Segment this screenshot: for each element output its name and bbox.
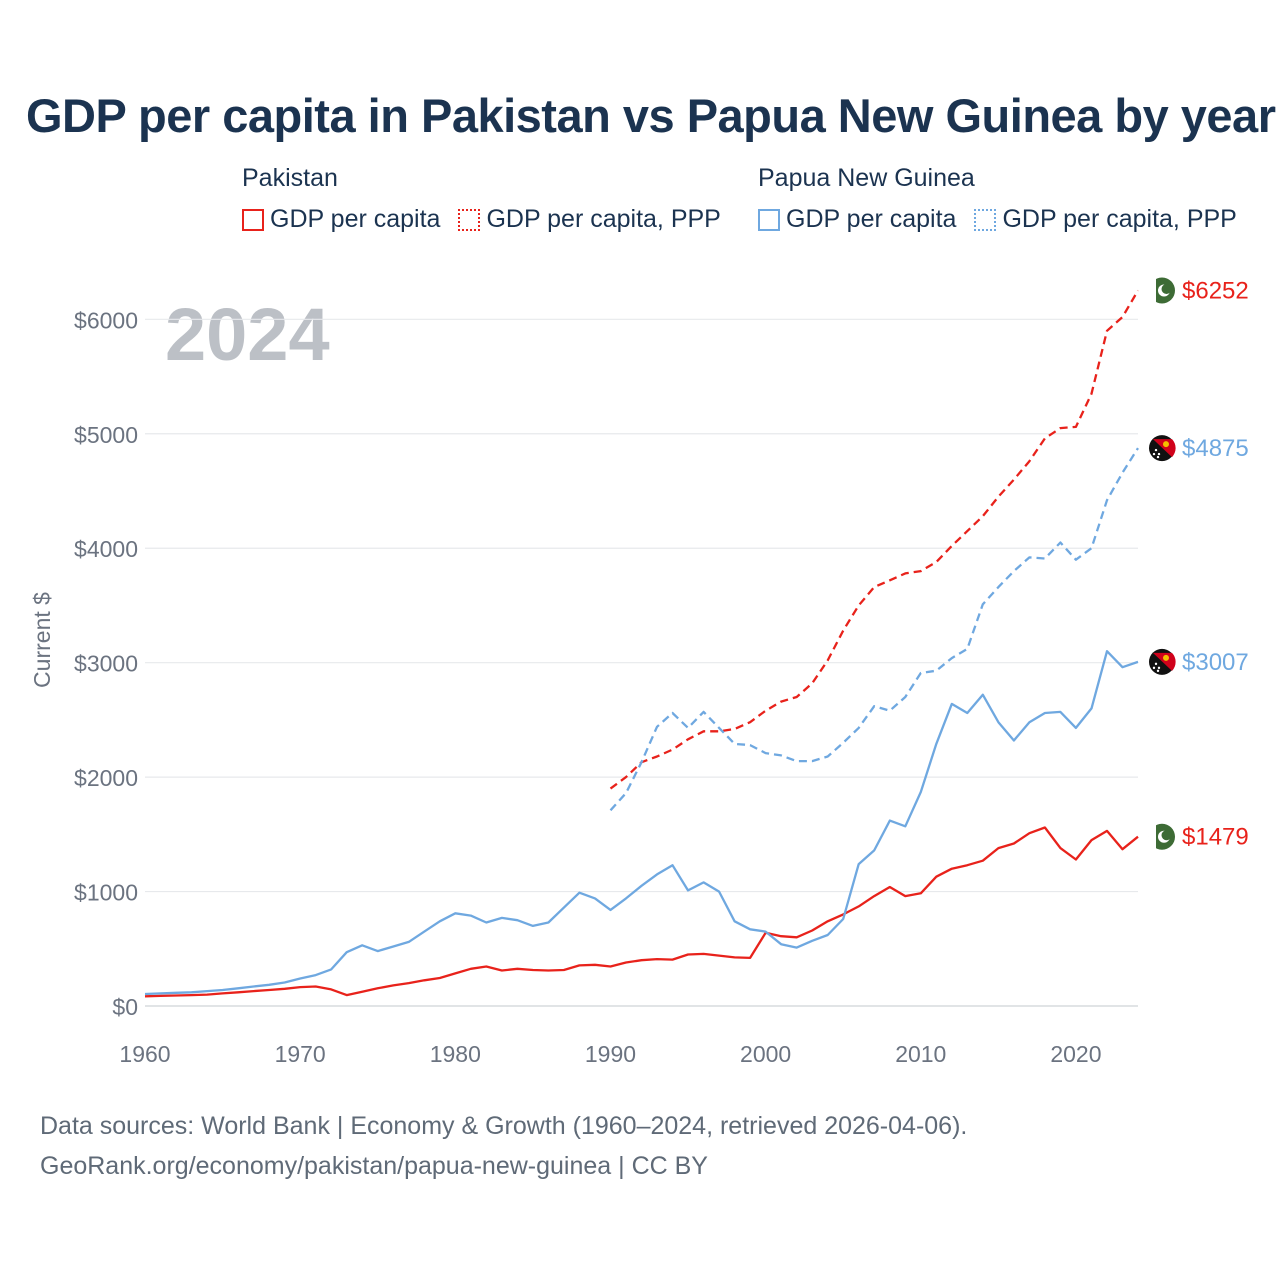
papua-new-guinea-flag-icon <box>1149 648 1176 675</box>
x-tick-label: 2000 <box>740 1041 791 1067</box>
y-axis-label: Current $ <box>29 592 55 688</box>
end-value-label: $4875 <box>1182 435 1249 462</box>
legend-swatch-solid <box>242 208 264 231</box>
legend-swatch-dotted <box>974 208 997 231</box>
legend-swatch-dotted <box>458 208 481 231</box>
x-tick-label: 1960 <box>119 1041 170 1067</box>
y-tick-label: $6000 <box>74 307 138 333</box>
flag-hoist <box>1149 277 1156 304</box>
flag-crescent-cut <box>1161 283 1172 294</box>
flag-star <box>1156 455 1160 459</box>
y-tick-label: $5000 <box>74 422 138 448</box>
axes: $0 $1000 $2000 $3000 $4000 $5000 $6000 1960 1970… <box>74 307 1101 1067</box>
flag-red-half <box>1153 652 1176 671</box>
y-tick-label: $2000 <box>74 765 138 791</box>
papua-new-guinea-flag-icon <box>1149 435 1176 462</box>
legend-label: GDP per capita, PPP <box>1002 205 1237 233</box>
flag-star <box>1152 666 1156 670</box>
end-value-label: $3007 <box>1182 649 1249 676</box>
y-tick-label: $3000 <box>74 651 138 677</box>
flag-bird <box>1163 654 1169 661</box>
legend-item-png-gdp[interactable]: GDP per capita <box>758 205 956 234</box>
series-line[interactable] <box>609 289 1139 790</box>
flag-red-half <box>1153 439 1176 458</box>
y-tick-label: $0 <box>112 994 138 1020</box>
pakistan-flag-icon <box>1149 277 1175 304</box>
legend-item-pakistan-gdp-ppp[interactable]: GDP per capita, PPP <box>458 205 721 234</box>
series-lines <box>144 289 1139 998</box>
series-line[interactable] <box>144 826 1139 998</box>
flag-star <box>1157 452 1161 456</box>
x-tick-label: 2010 <box>895 1041 946 1067</box>
x-tick-label: 2020 <box>1050 1041 1101 1067</box>
flag-bird <box>1163 441 1169 448</box>
series-line[interactable] <box>144 650 1139 996</box>
flag-star <box>1156 669 1160 673</box>
series-line[interactable] <box>609 447 1139 812</box>
end-value-label: $1479 <box>1182 824 1249 851</box>
flag-star <box>1154 662 1158 666</box>
x-tick-label: 1970 <box>275 1041 326 1067</box>
x-tick-label: 1990 <box>585 1041 636 1067</box>
x-tick-label: 1980 <box>430 1041 481 1067</box>
flag-star <box>1154 448 1158 452</box>
legend-label: GDP per capita <box>270 205 441 233</box>
grid-lines <box>145 318 1138 1007</box>
legend-label: GDP per capita <box>786 205 957 233</box>
source-line-1: Data sources: World Bank | Economy & Gro… <box>40 1112 968 1140</box>
flag-star <box>1152 452 1156 456</box>
y-tick-label: $4000 <box>74 536 138 562</box>
source-line-2[interactable]: GeoRank.org/economy/pakistan/papua-new-g… <box>40 1152 708 1180</box>
legend-item-png-gdp-ppp[interactable]: GDP per capita, PPP <box>974 205 1237 234</box>
legend-group-title: Papua New Guinea <box>758 164 975 192</box>
chart-title: GDP per capita in Pakistan vs Papua New … <box>26 89 1276 142</box>
flag-crescent-cut <box>1161 830 1172 841</box>
flag-hoist <box>1149 823 1156 850</box>
y-tick-label: $1000 <box>74 880 138 906</box>
current-year-label: 2024 <box>165 293 330 376</box>
legend-group-title: Pakistan <box>242 164 338 192</box>
legend-group-pakistan: Pakistan GDP per capita GDP per capita, … <box>242 164 721 234</box>
pakistan-flag-icon <box>1149 823 1175 850</box>
legend-item-pakistan-gdp[interactable]: GDP per capita <box>242 205 440 234</box>
flag-star <box>1157 666 1161 670</box>
end-labels: $1479 $6252 $3007 $4875 <box>1149 277 1249 851</box>
end-value-label: $6252 <box>1182 277 1249 304</box>
legend-swatch-solid <box>758 208 780 231</box>
legend-group-png: Papua New Guinea GDP per capita GDP per … <box>758 164 1237 234</box>
legend-label: GDP per capita, PPP <box>486 205 721 233</box>
source-note: Data sources: World Bank | Economy & Gro… <box>40 1106 967 1186</box>
